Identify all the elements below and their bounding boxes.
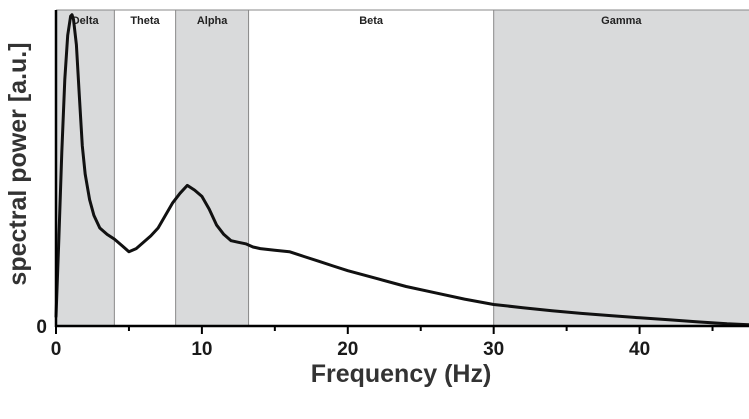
y-axis-title: spectral power [a.u.] (4, 42, 32, 285)
band-alpha-label: Alpha (197, 15, 228, 27)
x-tick-label: 40 (629, 339, 650, 360)
band-gamma-label: Gamma (601, 15, 642, 27)
x-tick-label: 0 (51, 339, 62, 360)
tick-labels: 0 10 20 30 40 0 (36, 317, 650, 360)
axes (54, 10, 749, 334)
x-axis-title: Frequency (Hz) (311, 360, 492, 388)
band-theta-region (114, 10, 176, 326)
series-layer (54, 13, 749, 327)
band-delta-label: Delta (72, 15, 100, 27)
band-beta-label: Beta (359, 15, 384, 27)
y-tick-label: 0 (36, 317, 47, 338)
spectrum-line (54, 13, 749, 327)
band-gamma-region (493, 10, 749, 326)
band-alpha-region (175, 10, 249, 326)
x-tick-label: 10 (191, 339, 212, 360)
band-beta-region (248, 10, 494, 326)
band-theta-label: Theta (130, 15, 160, 27)
frequency-bands: Delta Theta Alpha Beta Gamma (56, 9, 749, 326)
x-tick-label: 20 (337, 339, 358, 360)
x-tick-label: 30 (483, 339, 504, 360)
